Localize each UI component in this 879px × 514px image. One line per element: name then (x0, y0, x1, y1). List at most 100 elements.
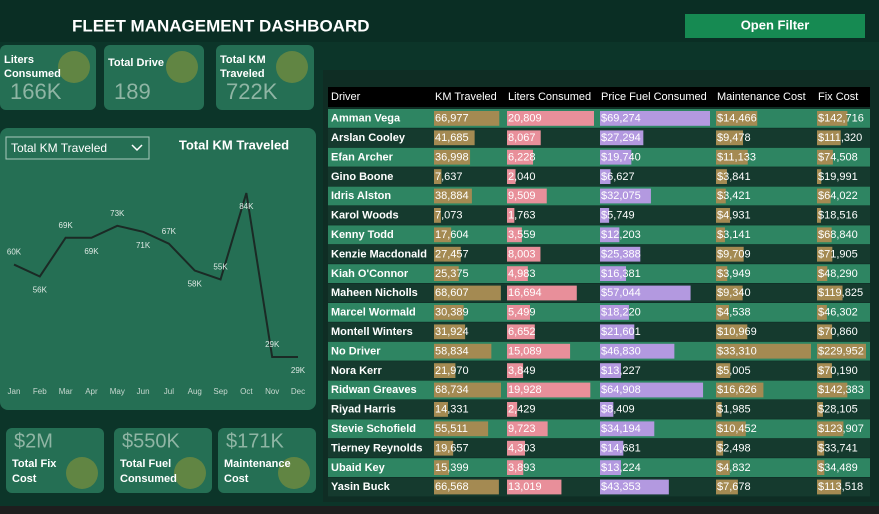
table-row (328, 225, 870, 245)
table-cell: $3,141 (717, 229, 751, 241)
table-cell: $16,381 (601, 268, 641, 280)
data-bar (600, 479, 669, 495)
table-row (328, 438, 870, 458)
data-bar (600, 305, 629, 320)
table-cell: 6,228 (508, 151, 536, 163)
table-cell: $19,740 (601, 151, 641, 163)
table-cell: $64,022 (818, 190, 858, 202)
table-cell: $113,518 (818, 481, 863, 493)
table-cell: 31,924 (435, 326, 469, 338)
table-cell: 38,884 (435, 190, 469, 202)
data-bar (716, 363, 731, 378)
data-bar (434, 188, 472, 204)
data-bar (716, 324, 748, 340)
table-cell: $71,905 (818, 248, 858, 260)
table-cell: $4,832 (717, 462, 751, 474)
table-cell: $13,227 (601, 365, 641, 377)
kpi-icon (58, 51, 90, 83)
table-row (328, 128, 870, 148)
table-cell: 3,893 (508, 462, 536, 474)
table-cell: $16,626 (717, 384, 757, 396)
table-cell: Tierney Reynolds (331, 442, 423, 454)
table-header-row (328, 87, 870, 107)
table-cell: $70,860 (818, 326, 858, 338)
table-cell: Maheen Nicholls (331, 287, 418, 299)
table-cell: Nora Kerr (331, 365, 382, 377)
button-label[interactable]: Open Filter (741, 17, 810, 32)
table-row (328, 167, 870, 186)
data-bar (817, 382, 848, 398)
table-row (328, 477, 870, 497)
kpi-label: Maintenance Cost (224, 458, 291, 485)
column-header: Fix Cost (818, 91, 858, 103)
dropdown-label[interactable]: Total KM Traveled (11, 141, 107, 155)
data-bar (507, 382, 591, 398)
kpi-value: 166K (10, 79, 62, 104)
table-row (328, 109, 870, 128)
table-cell: $14,466 (717, 113, 757, 125)
table-cell: 36,998 (435, 151, 469, 163)
data-bar (716, 479, 738, 495)
table-cell: Stevie Schofield (331, 423, 416, 435)
data-bar (434, 149, 471, 165)
table-cell: $8,409 (601, 404, 635, 416)
data-bar (507, 227, 522, 243)
table-cell: $69,274 (601, 113, 641, 125)
table-cell: Karol Woods (331, 210, 399, 222)
data-bar (507, 402, 518, 417)
data-bar (716, 149, 748, 165)
data-label: 69K (59, 221, 74, 230)
data-bar (817, 266, 828, 281)
data-bar (716, 382, 764, 398)
table-cell: 3,559 (508, 229, 536, 241)
column-header: Price Fuel Consumed (601, 91, 707, 103)
table-cell: $68,840 (818, 229, 858, 241)
data-bar (716, 246, 744, 262)
data-bar (716, 130, 744, 146)
data-bar (434, 421, 489, 437)
data-bar (600, 460, 621, 475)
data-label: 73K (110, 209, 125, 218)
table-cell: $1,985 (717, 404, 751, 416)
data-bar (716, 421, 746, 437)
data-bar (434, 285, 501, 301)
dashboard-title: FLEET MANAGEMENT DASHBOARD (72, 16, 370, 35)
data-bar (507, 363, 524, 378)
kpi-icon (166, 51, 198, 83)
open-filter-button[interactable] (685, 14, 865, 38)
data-bar (507, 460, 524, 475)
data-bar (817, 246, 833, 262)
data-bar (817, 324, 833, 340)
data-bar (817, 402, 823, 417)
table-cell: $3,949 (717, 268, 751, 280)
table-cell: 5,499 (508, 307, 536, 319)
table-cell: 19,657 (435, 442, 469, 454)
data-bar (507, 421, 548, 437)
table-row (328, 186, 870, 206)
table-cell: Marcel Wormald (331, 307, 416, 319)
data-bar (817, 421, 844, 437)
dropdown-arrow[interactable] (131, 144, 143, 152)
table-cell: Riyad Harris (331, 404, 396, 416)
table-cell: 14,331 (435, 404, 469, 416)
table-cell: $48,290 (818, 268, 858, 280)
table-cell: $32,075 (601, 190, 641, 202)
table-cell: Montell Winters (331, 326, 413, 338)
x-tick-label: Feb (33, 387, 47, 396)
data-bar (507, 246, 541, 262)
data-label: 29K (265, 340, 280, 349)
table-cell: No Driver (331, 345, 381, 357)
column-header: Driver (331, 91, 361, 103)
x-tick-label: Sep (213, 387, 228, 396)
table-cell: $9,340 (717, 287, 751, 299)
table-cell: 2,429 (508, 404, 536, 416)
dropdown[interactable] (5, 136, 150, 160)
data-label: 29K (291, 366, 306, 375)
kpi-icon (66, 457, 98, 489)
table-cell: $19,991 (818, 171, 858, 183)
kpi-icon (276, 51, 308, 83)
table-cell: Arslan Cooley (331, 132, 406, 144)
data-bar (434, 305, 464, 320)
x-tick-label: Jan (8, 387, 21, 396)
